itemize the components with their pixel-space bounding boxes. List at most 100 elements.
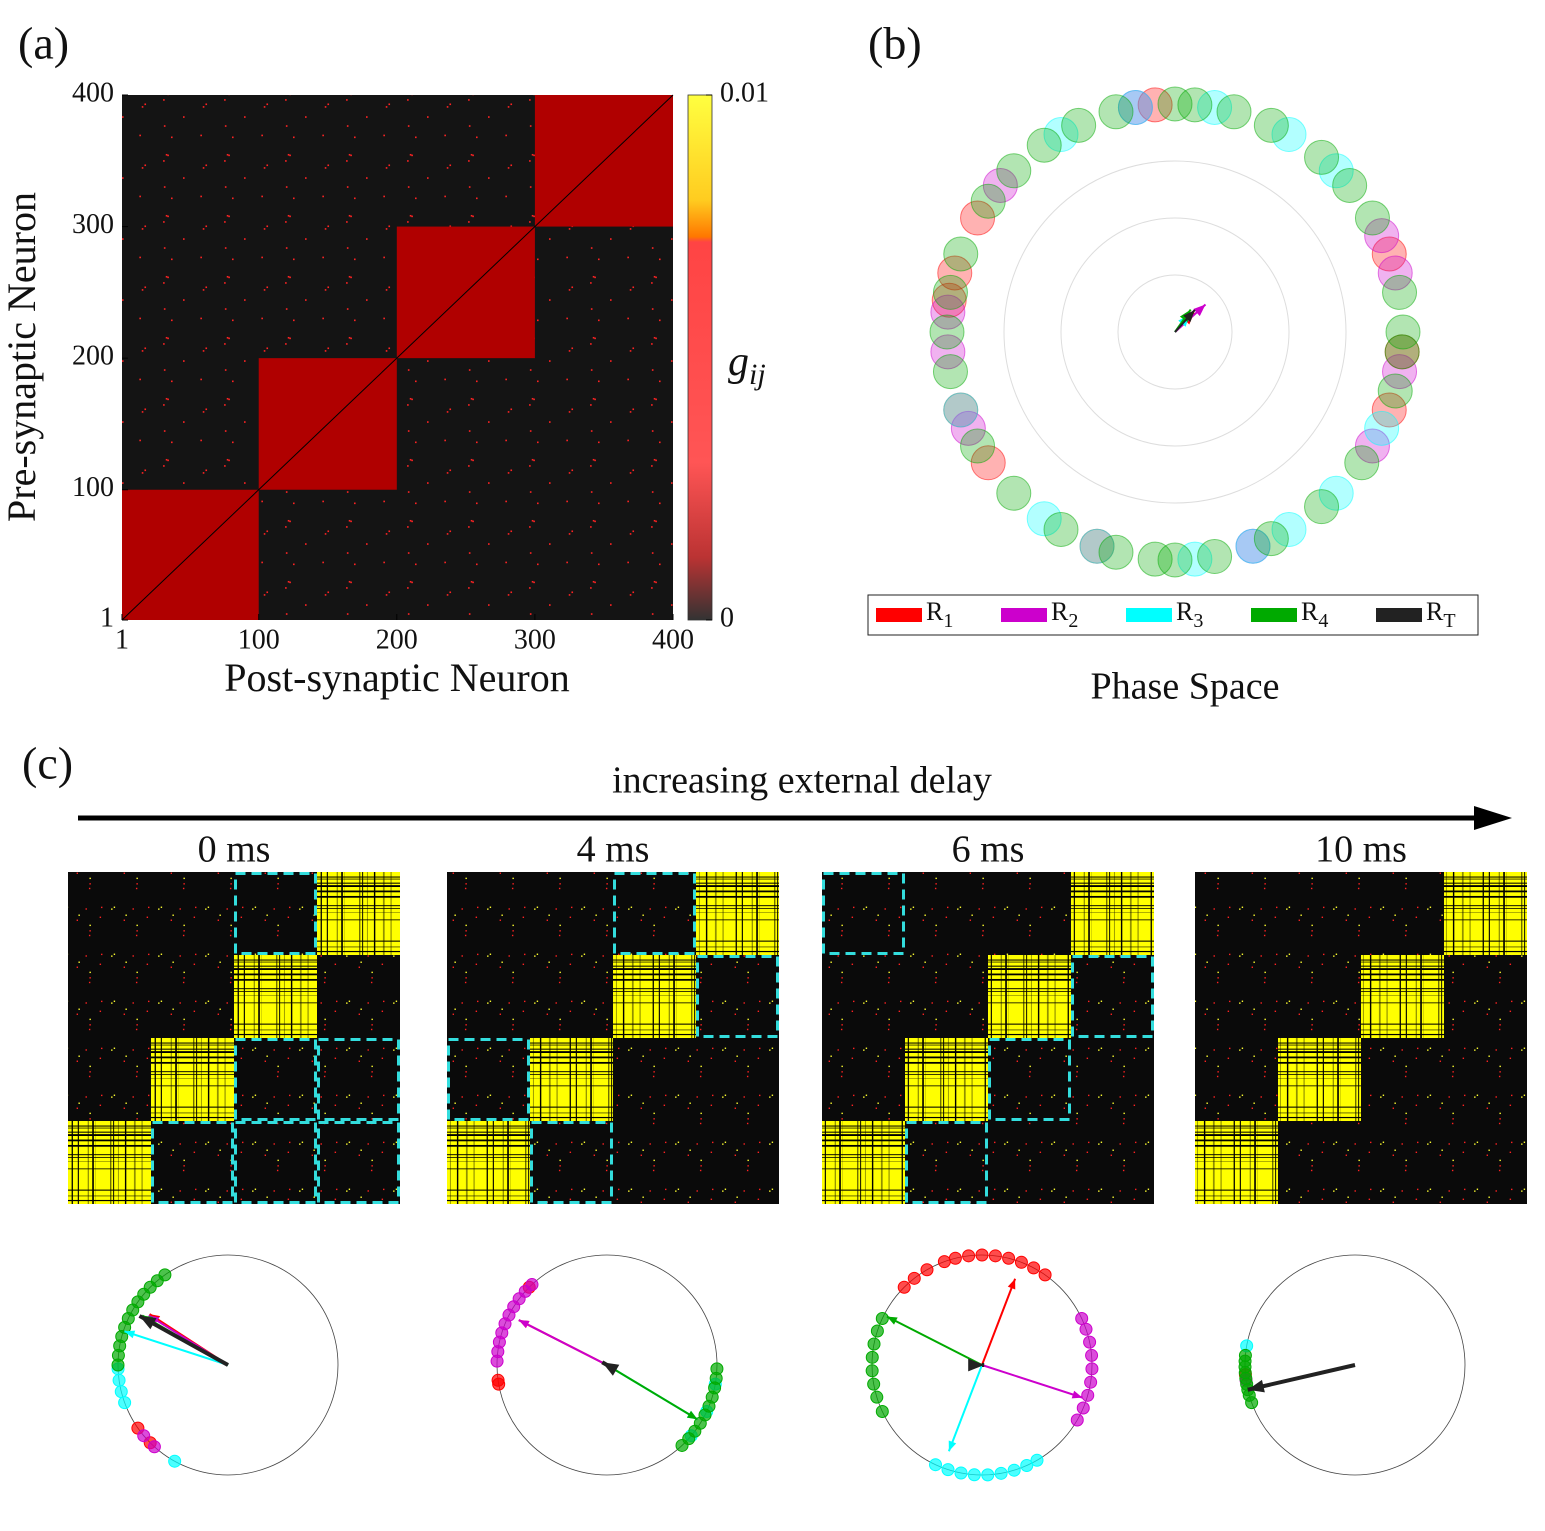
phase-point	[920, 1263, 934, 1277]
panel-title: 10 ms	[1315, 829, 1407, 871]
y-tick-label: 1	[100, 602, 114, 633]
phase-point	[1271, 117, 1307, 153]
panel-label: (c)	[22, 738, 73, 789]
phase-point	[1197, 539, 1233, 575]
y-axis-label: Pre-synaptic Neuron	[0, 192, 44, 522]
vector-head	[948, 1440, 957, 1452]
sync-block	[1278, 1038, 1361, 1121]
legend-sub: 4	[1318, 610, 1328, 632]
phase-point	[1384, 334, 1420, 370]
phase-point	[994, 1466, 1008, 1480]
sync-block	[151, 1038, 234, 1121]
phase-point	[1304, 489, 1340, 525]
phase-point	[1318, 153, 1354, 189]
phase-point	[1344, 445, 1380, 481]
vector	[886, 1315, 983, 1366]
phase-point	[932, 274, 968, 310]
legend-label: R3	[1176, 597, 1203, 632]
sync-block	[447, 1121, 530, 1204]
phase-point	[1385, 314, 1421, 350]
dashed-block	[234, 1038, 317, 1121]
y-tick-label: 400	[72, 77, 114, 108]
x-tick-label: 400	[652, 624, 694, 655]
vector-head	[968, 1358, 985, 1372]
phase-point	[1084, 1375, 1098, 1389]
sync-block	[530, 1038, 613, 1121]
sync-block	[822, 1121, 905, 1204]
panel-title: 0 ms	[198, 829, 271, 871]
colorbar	[687, 94, 713, 621]
y-tick-label: 300	[72, 209, 114, 240]
colorbar-label-main: g	[728, 339, 749, 385]
phase-point	[981, 1468, 995, 1482]
phase-point	[1332, 167, 1368, 203]
phase-point	[1354, 428, 1390, 464]
phase-point	[937, 1255, 951, 1269]
diagonal	[121, 94, 674, 621]
phase-point	[1085, 1348, 1099, 1362]
phase-point	[1098, 534, 1134, 570]
phase-point	[875, 1312, 889, 1326]
phase-point	[943, 392, 979, 428]
legend-label: R4	[1301, 597, 1328, 632]
phase-point	[941, 1463, 955, 1477]
phase-point	[1177, 87, 1213, 123]
vector-head	[886, 1316, 898, 1325]
phase-point	[1245, 1396, 1259, 1410]
delay-arrowhead	[1474, 806, 1512, 830]
legend-name: R	[1051, 597, 1069, 626]
phase-point	[118, 1396, 132, 1410]
phase-point	[1043, 511, 1079, 547]
phase-point	[988, 1249, 1002, 1263]
phase-point	[1377, 373, 1413, 409]
phase-point	[1364, 218, 1400, 254]
sync-block	[613, 955, 696, 1038]
phase-point	[930, 334, 966, 370]
phase-point	[1382, 274, 1418, 310]
vector	[947, 1364, 983, 1452]
phase-point	[1027, 1261, 1041, 1275]
panel-title: 4 ms	[577, 829, 650, 871]
sync-block	[317, 872, 400, 955]
dashed-block	[151, 1121, 234, 1204]
phase-point	[1076, 1401, 1090, 1415]
panel-label: (a)	[18, 18, 69, 69]
phase-point	[1026, 501, 1062, 537]
vector	[1247, 1363, 1356, 1392]
phase-point	[897, 1280, 911, 1294]
sync-block	[234, 955, 317, 1038]
dashed-block	[905, 1121, 988, 1204]
phase-point	[929, 1458, 943, 1472]
phase-point	[865, 1350, 879, 1364]
grid-circle	[1117, 274, 1233, 390]
phase-point	[1304, 139, 1340, 175]
dashed-block	[317, 1121, 400, 1204]
phase-point	[1070, 1413, 1084, 1427]
phase-point	[996, 475, 1032, 511]
vector-head	[1007, 1278, 1016, 1290]
vector-head	[1193, 304, 1206, 317]
phase-point	[1002, 1251, 1016, 1265]
legend-name: R	[1426, 597, 1444, 626]
dashed-block	[447, 1038, 530, 1121]
phase-point	[930, 294, 966, 330]
legend-swatch	[1376, 608, 1422, 622]
legend-sub: 3	[1193, 610, 1203, 632]
phase-point	[1014, 1255, 1028, 1269]
legend-swatch	[1251, 608, 1297, 622]
phase-point	[960, 200, 996, 236]
grid-circle	[1003, 160, 1347, 504]
vector-head	[602, 1362, 620, 1376]
phase-point	[967, 1468, 981, 1482]
phase-point	[1216, 94, 1252, 130]
vector	[138, 1314, 229, 1367]
phase-point	[147, 1440, 161, 1454]
dashed-block	[988, 1038, 1071, 1121]
vector-head	[124, 1330, 136, 1339]
x-tick-label: 1	[115, 624, 129, 655]
dashed-block	[234, 1121, 317, 1204]
phase-point	[948, 1251, 962, 1265]
phase-point	[112, 1373, 126, 1387]
phase-point	[1083, 1335, 1097, 1349]
phase-point	[867, 1377, 881, 1391]
